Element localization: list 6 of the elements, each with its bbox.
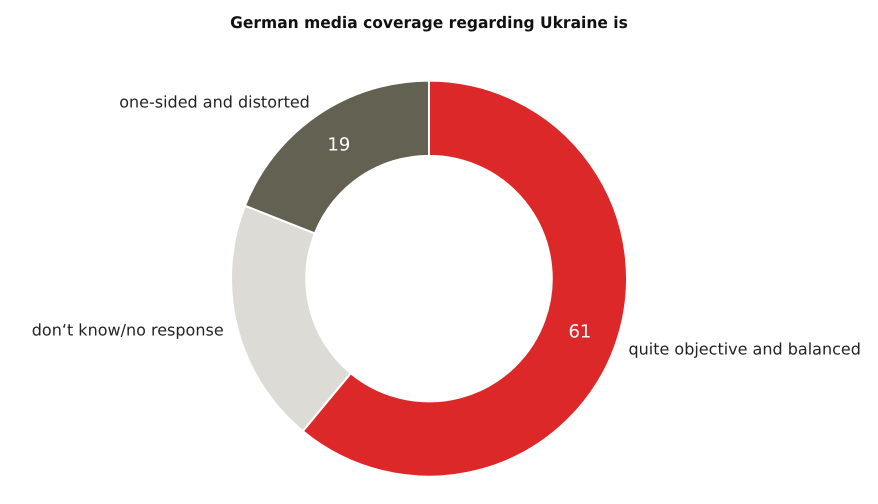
- data-label: 61: [568, 322, 592, 343]
- slice-label: don‘t know/no response: [32, 320, 224, 340]
- data-label: 19: [327, 134, 350, 156]
- chart-title: German media coverage regarding Ukraine is: [230, 12, 628, 32]
- slice-label: one-sided and distorted: [119, 92, 310, 112]
- slice-label: quite objective and balanced: [628, 340, 861, 359]
